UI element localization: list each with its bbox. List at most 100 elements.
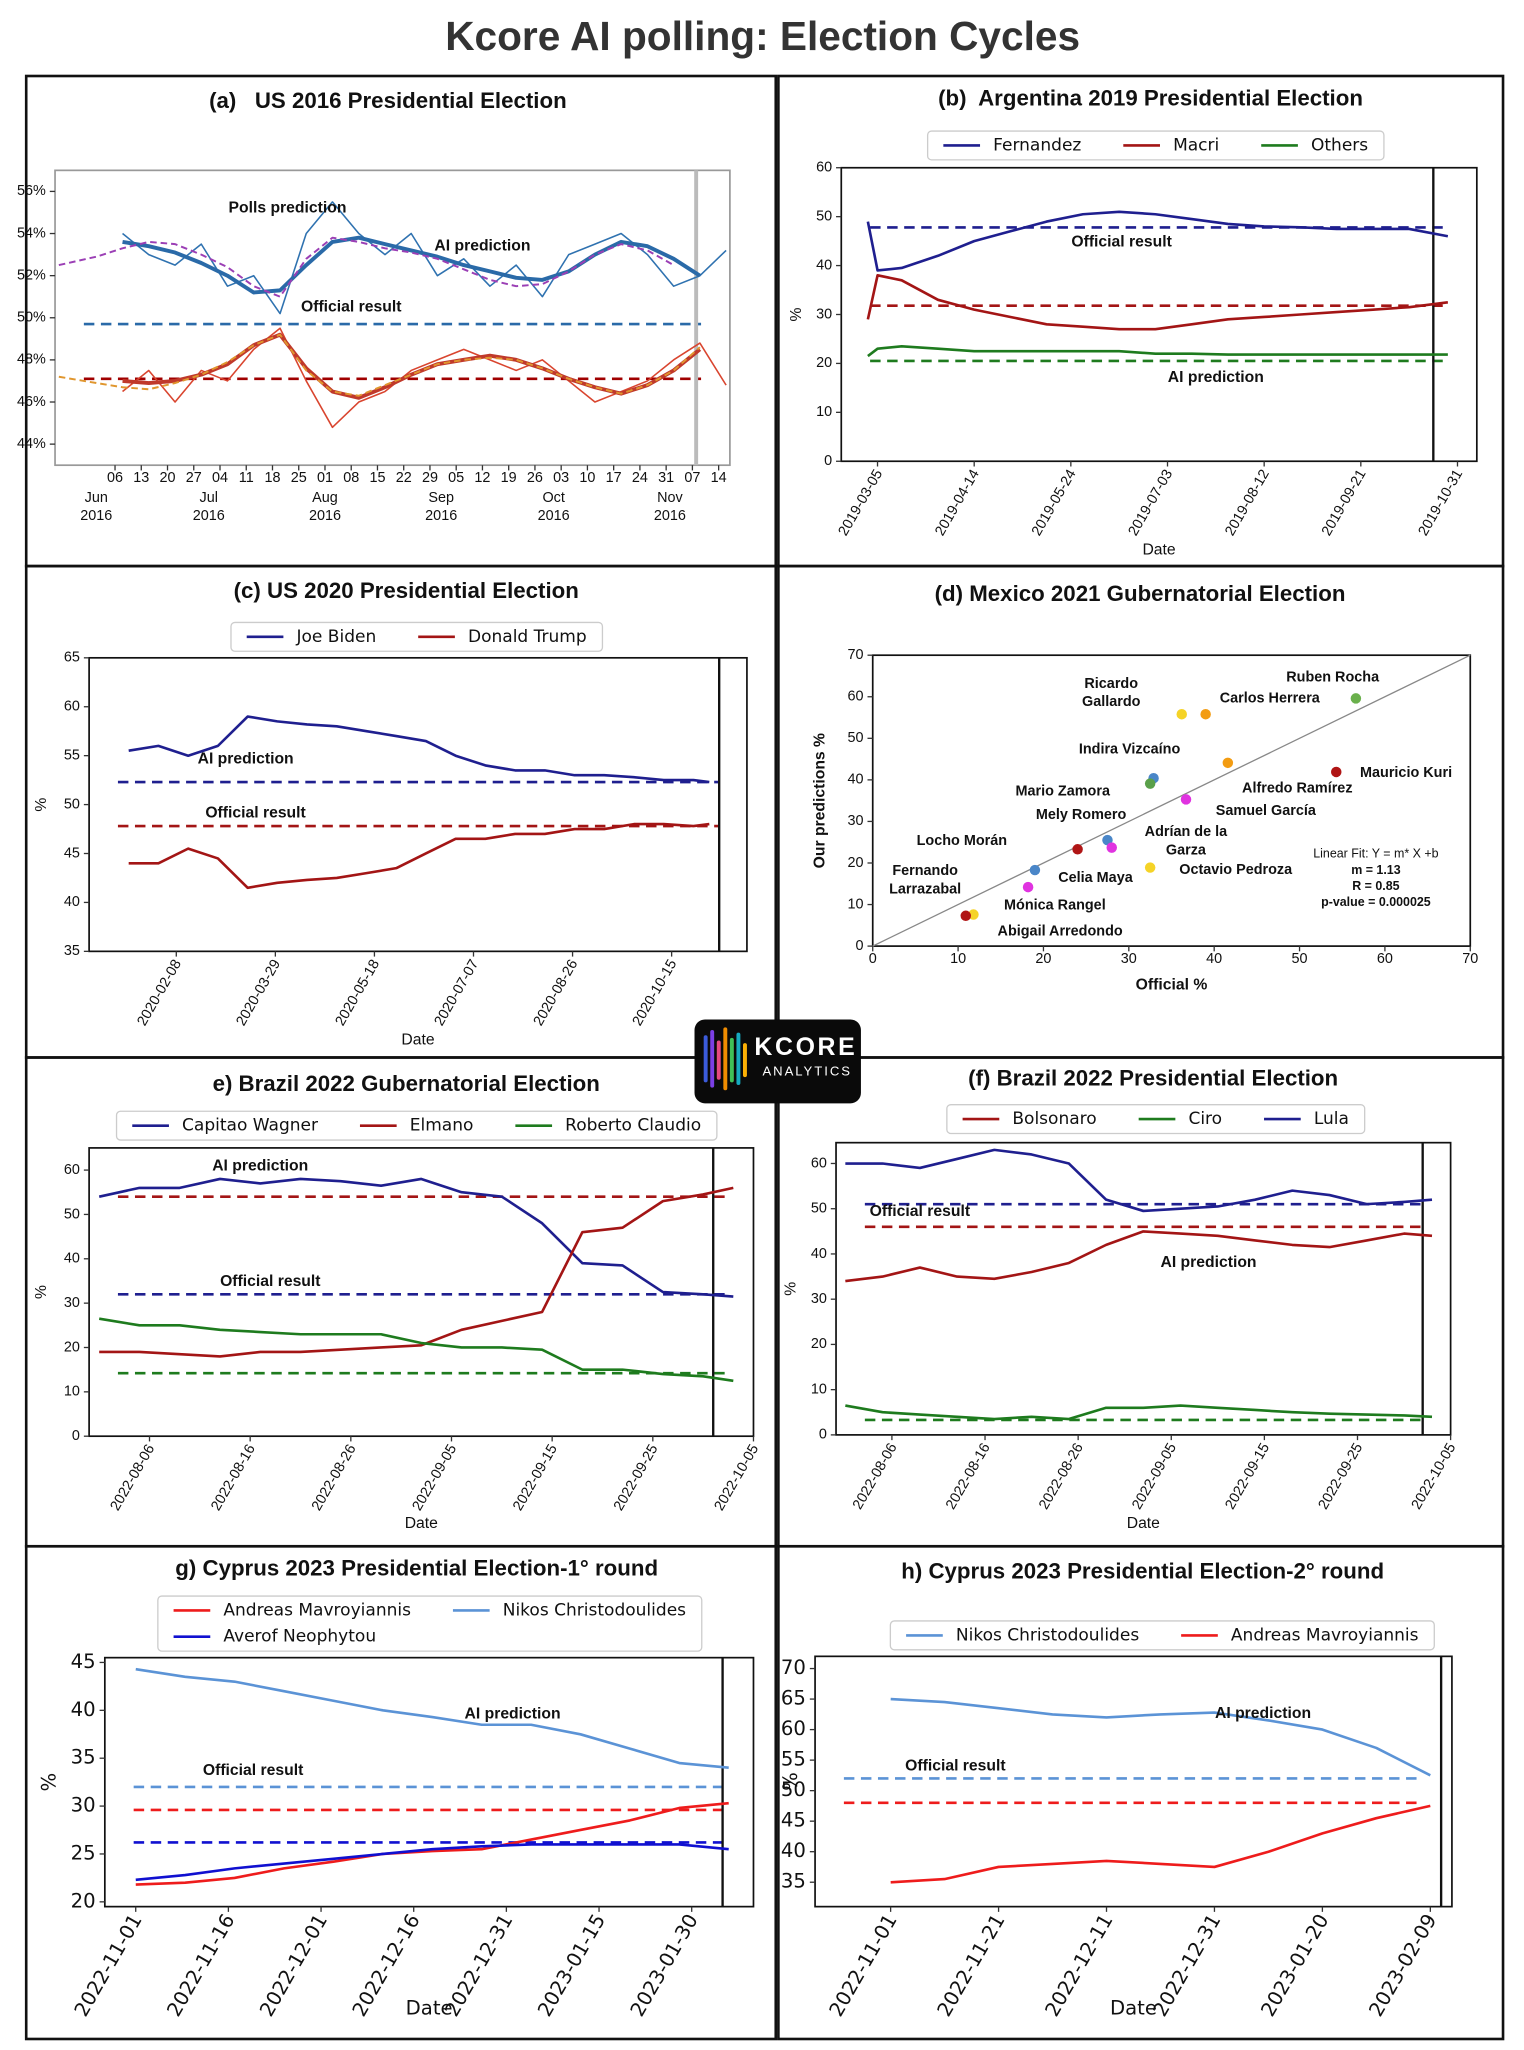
legend: Nikos Christodoulides Andreas Mavroyianni… xyxy=(889,1620,1435,1651)
y-tick-label: 35 xyxy=(64,943,80,959)
page-title: Kcore AI polling: Election Cycles xyxy=(445,13,1080,59)
legend-box xyxy=(889,1620,1435,1651)
x-month-label: Nov xyxy=(657,490,683,506)
panel-border xyxy=(777,1544,1505,2041)
legend-item: Ciro xyxy=(1138,1109,1222,1129)
x-axis-label: Date xyxy=(401,1032,434,1049)
x-tick-label: 20 xyxy=(159,470,175,486)
y-tick-label: 56% xyxy=(17,183,46,199)
scatter-point xyxy=(1180,794,1192,805)
y-tick-label: 50 xyxy=(64,1206,80,1222)
plot-frame xyxy=(103,1656,755,1908)
x-month-label: Sep xyxy=(428,490,454,506)
y-tick-label: 70 xyxy=(781,1656,806,1679)
scatter-point xyxy=(1176,708,1187,720)
series-line xyxy=(135,1801,729,1886)
y-axis-label: % xyxy=(783,1282,800,1296)
x-month-label: Jun xyxy=(85,490,108,506)
y-tick-label: 40 xyxy=(816,257,832,273)
y-axis-label: % xyxy=(33,798,50,812)
series-line xyxy=(98,1317,734,1383)
y-tick-label: 60 xyxy=(811,1155,827,1171)
legend-label: Capitao Wagner xyxy=(182,1116,318,1136)
legend-box xyxy=(230,621,604,652)
x-tick-label: 60 xyxy=(1377,951,1393,967)
x-axis-label: Date xyxy=(1127,1515,1160,1532)
logo-box xyxy=(694,1019,861,1104)
x-tick-label: 70 xyxy=(1462,951,1478,967)
x-tick-label: 10 xyxy=(950,951,966,967)
y-tick-label: 0 xyxy=(72,1428,80,1444)
legend-label: Lula xyxy=(1314,1109,1349,1129)
x-tick-label: 24 xyxy=(632,470,648,486)
scatter-point xyxy=(1331,766,1342,778)
point-label: Samuel García xyxy=(1216,803,1317,819)
chart-title: (a) US 2016 Presidential Election xyxy=(209,88,567,113)
logo-bar xyxy=(736,1032,741,1086)
scatter-point xyxy=(968,909,979,920)
point-label: Abigail Arredondo xyxy=(998,924,1123,940)
chart-title: (c) US 2020 Presidential Election xyxy=(234,578,579,603)
point-label: Mely Romero xyxy=(1036,807,1127,823)
logo-bar xyxy=(729,1037,734,1083)
scatter-point xyxy=(1350,693,1362,704)
plot-frame xyxy=(88,1147,755,1438)
series-line xyxy=(845,1230,1433,1283)
y-tick-label: 20 xyxy=(64,1339,80,1355)
legend-item: Andreas Mavroyiannis xyxy=(173,1600,411,1620)
fit-text: m = 1.13 xyxy=(1351,863,1401,877)
x-month-label: Jul xyxy=(200,490,218,506)
annotation: AI prediction xyxy=(465,1705,561,1722)
logo-bar xyxy=(716,1040,721,1080)
legend-item: Andreas Mavroyiannis xyxy=(1181,1625,1419,1645)
legend-label: Ciro xyxy=(1188,1109,1222,1129)
x-tick-label: 26 xyxy=(527,470,543,486)
logo-bar xyxy=(703,1035,708,1083)
series-line xyxy=(866,210,1449,272)
x-year-label: 2016 xyxy=(193,508,225,524)
plot-frame xyxy=(871,654,1472,947)
legend-label: Andreas Mavroyiannis xyxy=(223,1600,411,1620)
y-tick-label: 45 xyxy=(64,845,80,861)
series-line xyxy=(128,715,710,784)
x-tick-label: 14 xyxy=(711,470,727,486)
y-tick-label: 10 xyxy=(848,896,864,912)
legend-label: Macri xyxy=(1173,135,1219,155)
series-line xyxy=(98,1177,734,1298)
annotation: Official result xyxy=(205,805,306,822)
legend-item: Others xyxy=(1261,135,1368,155)
y-tick-label: 54% xyxy=(17,225,46,241)
y-tick-label: 45 xyxy=(781,1809,806,1832)
y-tick-label: 40 xyxy=(811,1246,827,1262)
x-tick-label: 25 xyxy=(291,470,307,486)
annotation: Official result xyxy=(905,1757,1006,1774)
fit-text: p-value = 0.000025 xyxy=(1321,895,1431,909)
y-tick-label: 30 xyxy=(848,813,864,829)
x-tick-label: 03 xyxy=(553,470,569,486)
x-tick-label: 10 xyxy=(579,470,595,486)
legend-label: Joe Biden xyxy=(295,627,376,647)
logo-bar xyxy=(723,1027,728,1091)
legend-item: Nikos Christodoulides xyxy=(906,1625,1139,1645)
x-tick-label: 31 xyxy=(658,470,674,486)
point-label: Mauricio Kuri xyxy=(1360,765,1452,781)
x-tick-label: 01 xyxy=(317,470,333,486)
legend: Andreas Mavroyiannis Averof Neophytou Niko… xyxy=(157,1595,703,1652)
series-line xyxy=(135,1667,729,1770)
x-tick-label: 04 xyxy=(212,470,228,486)
x-axis-label: Date xyxy=(1142,542,1175,559)
series-line xyxy=(58,333,701,397)
point-label: Fernando xyxy=(892,863,958,879)
legend-item: Macri xyxy=(1123,135,1219,155)
y-tick-label: 40 xyxy=(64,1251,80,1267)
legend: Fernandez Macri Others xyxy=(926,130,1385,161)
y-tick-label: 60 xyxy=(848,689,864,705)
x-tick-label: 08 xyxy=(343,470,359,486)
annotation: Official result xyxy=(203,1762,304,1779)
scatter-point xyxy=(1072,844,1083,855)
legend-box xyxy=(115,1110,718,1141)
y-tick-label: 10 xyxy=(811,1381,827,1397)
y-tick-label: 50 xyxy=(848,730,864,746)
point-label: Alfredo Ramírez xyxy=(1242,781,1352,797)
